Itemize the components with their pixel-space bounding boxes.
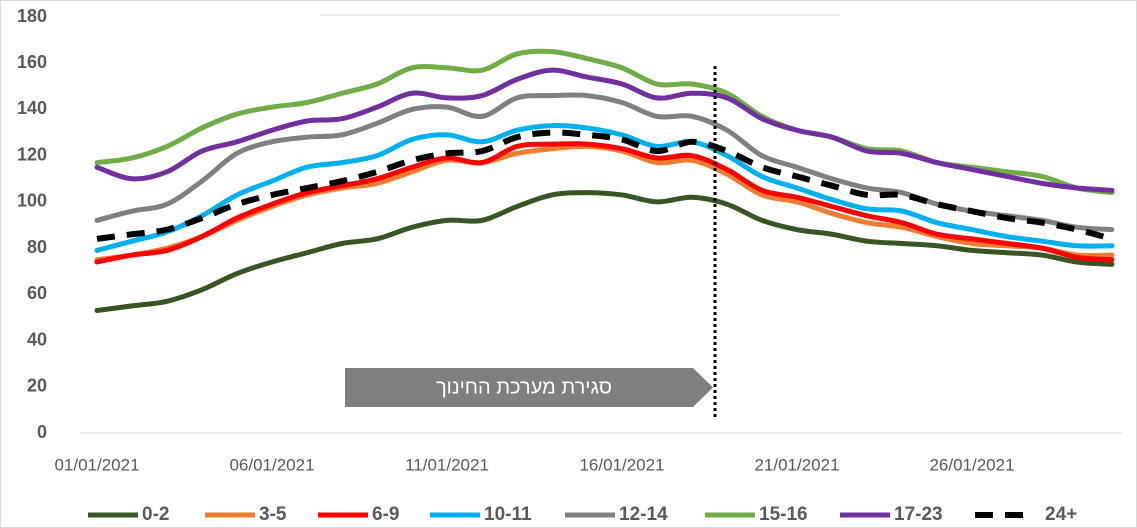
y-tick-label: 180 [17,6,47,26]
x-tick-label: 06/01/2021 [229,455,314,474]
annotation-arrow [345,368,713,407]
y-tick-label: 120 [17,144,47,164]
y-tick-label: 160 [17,52,47,72]
y-tick-label: 40 [27,329,47,349]
x-tick-label: 26/01/2021 [929,455,1014,474]
y-tick-label: 80 [27,237,47,257]
legend-label: 0-2 [142,504,169,525]
y-tick-label: 60 [27,283,47,303]
legend-label: 3-5 [259,504,287,525]
x-tick-label: 21/01/2021 [754,455,839,474]
series-line [94,190,1115,314]
x-tick-label: 01/01/2021 [54,455,139,474]
x-tick-label: 11/01/2021 [405,455,489,474]
series-line [96,129,1113,242]
legend-label: 12-14 [619,504,668,525]
y-tick-label: 140 [17,98,47,118]
series-line [94,141,1115,265]
legend-label: 10-11 [484,504,532,525]
series-line [94,67,1115,193]
legend-label: 24+ [1045,504,1077,525]
series-line [94,92,1115,233]
y-tick-label: 0 [37,422,47,442]
y-tick-label: 20 [27,376,47,396]
series-line [94,48,1115,196]
annotation-text: סגירת מערכת החינוך [436,376,612,398]
series-line [94,123,1115,253]
x-tick-label: 16/01/2021 [579,455,664,474]
legend-label: 15-16 [759,504,808,525]
y-tick-label: 100 [17,191,47,211]
legend-label: 6-9 [372,504,399,525]
legend-label: 17-23 [894,504,943,525]
